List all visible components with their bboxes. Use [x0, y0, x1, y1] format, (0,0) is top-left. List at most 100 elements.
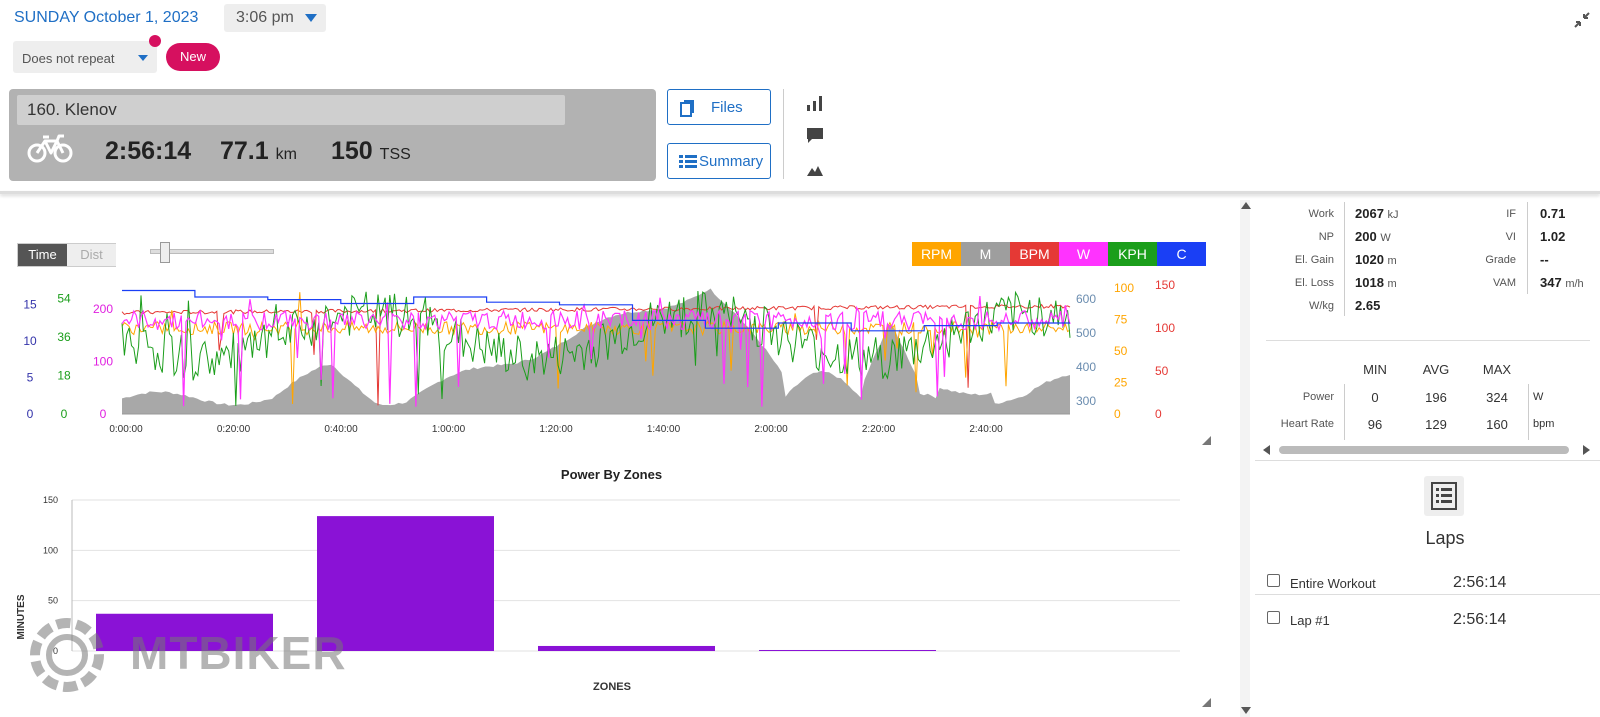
zoom-slider[interactable]: [150, 249, 274, 254]
stat-label: VAM: [1492, 277, 1516, 289]
y-tick-label: 100: [93, 355, 113, 369]
power-min: 0: [1371, 390, 1379, 405]
scroll-right-icon[interactable]: [1582, 444, 1592, 456]
stat-value-vam: 347 m/h: [1540, 275, 1584, 290]
y-tick-label: 50: [1155, 364, 1169, 378]
y-tick-label: 0: [1155, 407, 1162, 421]
lap-time: 2:56:14: [1453, 611, 1507, 628]
resize-handle-icon[interactable]: [1200, 696, 1212, 708]
y-tick-label: 54: [57, 292, 71, 306]
lap-checkbox[interactable]: [1267, 574, 1280, 587]
workout-title[interactable]: 160. Klenov: [17, 95, 565, 125]
x-tick-label: 1:40:00: [647, 424, 681, 435]
divider: [1527, 202, 1528, 294]
files-label: Files: [711, 99, 743, 116]
divider: [1344, 384, 1345, 440]
x-axis-label: ZONES: [593, 681, 631, 693]
comment-icon[interactable]: [806, 127, 824, 145]
stat-label: El. Gain: [1294, 254, 1334, 266]
new-button[interactable]: New: [166, 43, 220, 71]
y-tick-label: 150: [43, 495, 58, 505]
file-icon: [680, 100, 694, 117]
workout-date: SUNDAY October 1, 2023: [14, 9, 199, 26]
stat-value-grade: --: [1540, 252, 1549, 267]
time-value: 3:06 pm: [236, 9, 294, 26]
legend-bpm[interactable]: BPM: [1010, 242, 1059, 266]
table-header-avg: AVG: [1422, 362, 1450, 377]
series-cadence: [121, 292, 1071, 405]
divider: [1255, 460, 1600, 461]
divider: [1528, 384, 1529, 440]
scroll-down-icon[interactable]: [1240, 706, 1252, 716]
hr-unit: bpm: [1533, 418, 1555, 430]
workout-card: 160. Klenov 2:56:14 77.1 km 150 TSS: [9, 89, 656, 181]
repeat-select[interactable]: Does not repeat: [13, 41, 157, 73]
power-unit: W: [1533, 391, 1544, 403]
table-header-min: MIN: [1363, 362, 1387, 377]
summary-button[interactable]: Summary: [667, 143, 771, 179]
y-tick-label: 75: [1114, 313, 1128, 327]
resize-handle-icon[interactable]: [1200, 434, 1212, 446]
list-icon: [679, 155, 697, 168]
horizontal-scrollbar[interactable]: [1279, 446, 1569, 454]
divider: [1266, 340, 1590, 341]
legend-c[interactable]: C: [1157, 242, 1206, 266]
chevron-down-icon: [138, 55, 148, 61]
lap-name: Entire Workout: [1290, 576, 1376, 591]
series-heart-rate: [121, 303, 1071, 406]
stat-value-work: 2067 kJ: [1355, 206, 1399, 221]
y-tick-label: 0: [61, 407, 68, 421]
dist-toggle[interactable]: Dist: [67, 244, 116, 266]
vertical-scrollbar[interactable]: [1240, 200, 1250, 717]
watermark-text: MTBIKER: [130, 627, 347, 679]
bar-chart-title: Power By Zones: [560, 467, 663, 482]
workout-line-chart: 0:00:00 0:20:00 0:40:00 1:00:00 1:20:00 1:40:…: [23, 280, 1175, 435]
list-item[interactable]: Lap #1 2:56:14: [1255, 605, 1600, 639]
zoom-slider-handle[interactable]: [160, 242, 170, 263]
list-item[interactable]: Entire Workout 2:56:14: [1255, 568, 1600, 602]
y-tick-label: 10: [23, 334, 37, 348]
scroll-left-icon[interactable]: [1261, 444, 1271, 456]
power-avg: 196: [1425, 390, 1447, 405]
collapse-icon[interactable]: [1572, 10, 1592, 30]
stat-value-np: 200 W: [1355, 229, 1391, 244]
stat-label: Work: [1308, 208, 1334, 220]
y-tick-label: 600: [1076, 292, 1096, 306]
y-tick-label: 36: [57, 330, 71, 344]
mountain-icon[interactable]: [806, 160, 824, 178]
lap-time: 2:56:14: [1453, 574, 1507, 591]
series-power: [121, 296, 1071, 407]
series-temperature: [122, 289, 1070, 332]
bar-chart-icon[interactable]: [806, 94, 824, 112]
table-row-label: Power: [1302, 391, 1334, 403]
lap-name: Lap #1: [1290, 613, 1330, 628]
lap-checkbox[interactable]: [1267, 611, 1280, 624]
y-axis-label: MINUTES: [16, 594, 27, 639]
laps-icon-box[interactable]: [1424, 476, 1464, 516]
legend-w[interactable]: W: [1059, 242, 1108, 266]
summary-label: Summary: [699, 153, 764, 170]
stat-value-if: 0.71: [1540, 206, 1566, 221]
watermark: MTBIKER: [22, 610, 402, 700]
table-row-label: Heart Rate: [1280, 418, 1334, 430]
watermark-gear-icon: [30, 618, 104, 692]
time-toggle[interactable]: Time: [18, 244, 67, 266]
legend-m[interactable]: M: [961, 242, 1010, 266]
x-tick-label: 0:20:00: [217, 424, 251, 435]
power-zones-bar-chart: 0 50 100 150 MINUTES ZONES: [16, 495, 1180, 693]
bar: [538, 645, 715, 651]
stat-label: W/kg: [1308, 300, 1334, 312]
y-tick-label: 200: [93, 302, 113, 316]
scroll-up-icon[interactable]: [1240, 200, 1252, 210]
y-tick-label: 15: [23, 298, 37, 312]
chevron-down-icon: [305, 14, 317, 22]
legend-kph[interactable]: KPH: [1108, 242, 1157, 266]
files-button[interactable]: Files: [667, 89, 771, 125]
x-tick-label: 2:40:00: [969, 424, 1003, 435]
hr-max: 160: [1486, 417, 1508, 432]
divider: [783, 89, 784, 179]
stat-value-el-loss: 1018 m: [1355, 275, 1397, 290]
time-select[interactable]: 3:06 pm: [224, 4, 326, 32]
x-tick-label: 0:40:00: [324, 424, 358, 435]
legend-rpm[interactable]: RPM: [912, 242, 961, 266]
